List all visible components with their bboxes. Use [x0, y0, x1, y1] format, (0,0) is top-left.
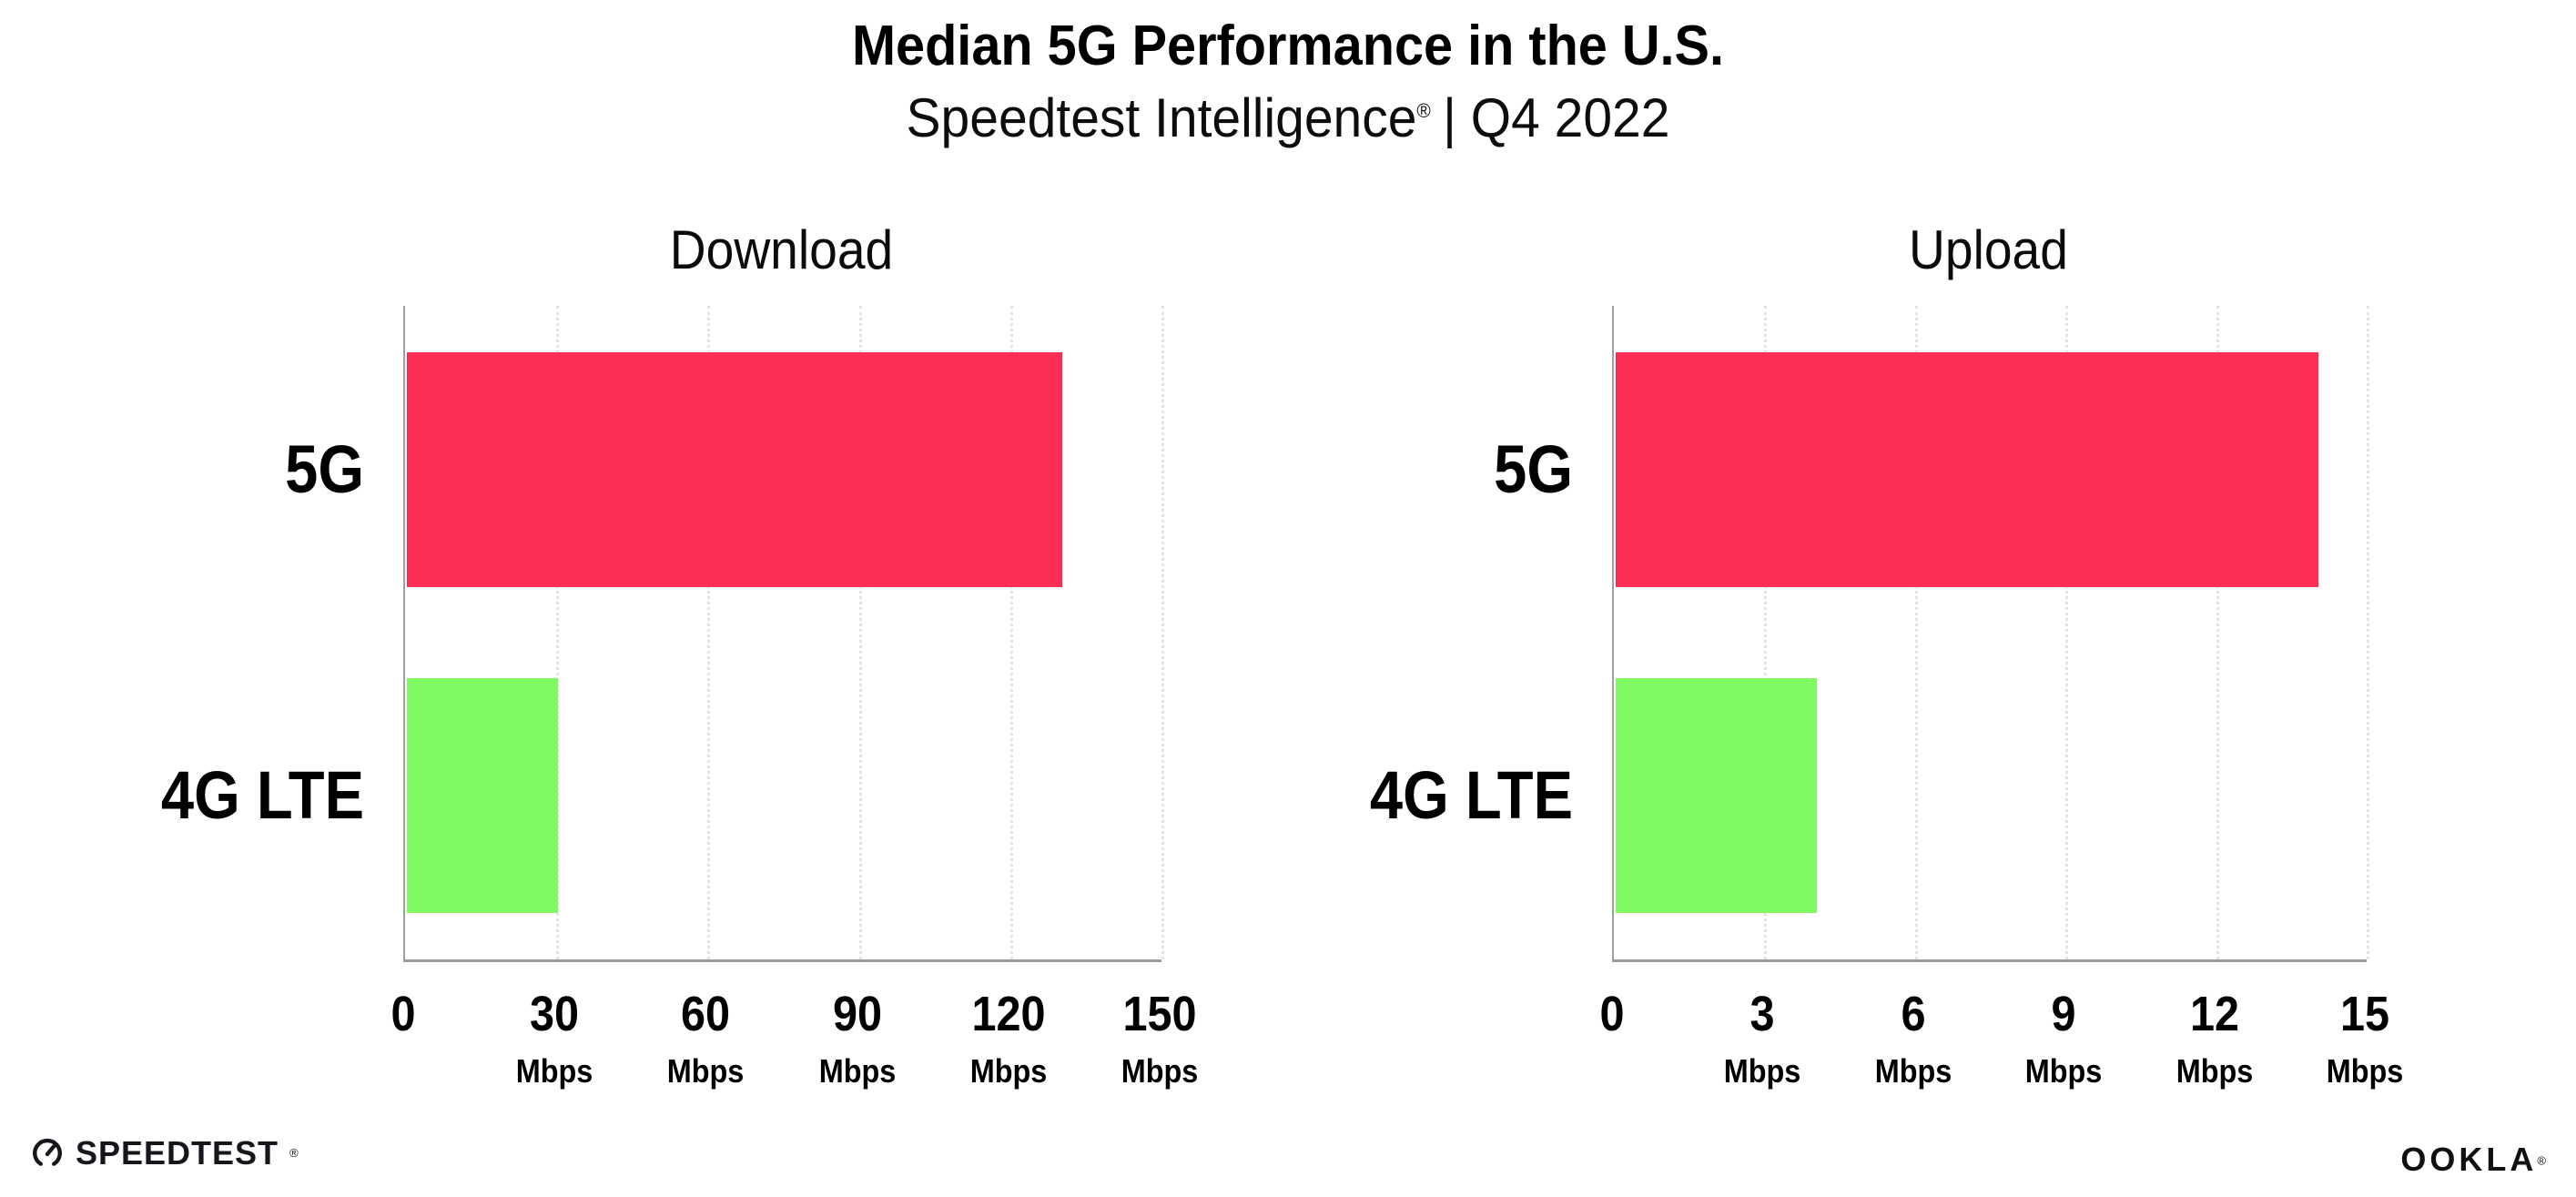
tick-unit: Mbps [1121, 1052, 1199, 1090]
axis-tick: 9 Mbps [2021, 962, 2106, 1090]
tick-unit: Mbps [1724, 1052, 1801, 1090]
tick-value: 9 [2051, 987, 2076, 1041]
gridline [2216, 306, 2219, 959]
axis-tick: 12 Mbps [2172, 962, 2257, 1090]
gridline [1161, 306, 1164, 959]
tick-unit: Mbps [1874, 1052, 1952, 1090]
download-category-label-4g-lte: 4G LTE [160, 757, 364, 833]
gridline [2065, 306, 2069, 959]
upload-chart: Upload 0 3 Mbps 6 Mbps 9 Mbps [1599, 218, 2403, 1138]
upload-plot-area [1612, 306, 2369, 962]
gridline [1914, 306, 1918, 959]
gridline [2367, 306, 2369, 959]
download-chart: Download 0 30 Mbps 60 Mbps 90 M [390, 218, 1198, 1138]
download-4g-lte-bar [407, 678, 559, 913]
ookla-logo: OOKLA® [2400, 1142, 2546, 1177]
tick-unit: Mbps [2024, 1052, 2103, 1090]
upload-5g-bar [1616, 352, 2318, 587]
tick-value: 0 [1599, 987, 1625, 1041]
gridline [1009, 306, 1013, 959]
upload-4g-lte-bar [1616, 678, 1817, 913]
axis-tick: 0 [390, 962, 417, 1040]
upload-chart-title: Upload [1909, 219, 2068, 280]
tick-unit: Mbps [2326, 1052, 2404, 1090]
tick-value: 6 [1901, 987, 1926, 1041]
subtitle: Speedtest Intelligence® | Q4 2022 [65, 86, 2512, 150]
page-title: Median 5G Performance in the U.S. [851, 15, 1725, 77]
download-plot-area [403, 306, 1164, 962]
gridline [556, 306, 560, 959]
gridline [858, 306, 862, 959]
gridline [1764, 306, 1768, 959]
tick-value: 60 [681, 987, 731, 1041]
axis-tick: 6 Mbps [1871, 962, 1956, 1090]
axis-tick: 150 Mbps [1117, 962, 1202, 1090]
subtitle-brand: Speedtest Intelligence [906, 87, 1417, 148]
axis-tick: 60 Mbps [663, 962, 748, 1090]
axis-tick: 30 Mbps [512, 962, 597, 1090]
download-5g-bar [407, 352, 1063, 587]
tick-unit: Mbps [2175, 1052, 2253, 1090]
axis-tick: 90 Mbps [815, 962, 900, 1090]
ookla-registered-mark: ® [2537, 1153, 2546, 1168]
tick-value: 150 [1122, 987, 1197, 1041]
speedtest-gauge-icon [33, 1138, 62, 1166]
tick-unit: Mbps [667, 1052, 745, 1090]
gridline [707, 306, 711, 959]
speedtest-wordmark: SPEEDTEST [76, 1134, 279, 1172]
axis-tick: 0 [1598, 962, 1626, 1040]
upload-category-label-4g-lte: 4G LTE [1369, 757, 1573, 833]
speedtest-logo: SPEEDTEST ® [30, 1136, 299, 1171]
tick-value: 15 [2339, 987, 2390, 1041]
subtitle-period: | Q4 2022 [1443, 87, 1670, 148]
tick-value: 30 [530, 987, 580, 1041]
axis-tick: 15 Mbps [2322, 962, 2408, 1090]
download-chart-title: Download [669, 219, 894, 280]
tick-unit: Mbps [515, 1052, 593, 1090]
upload-category-label-5g: 5G [1494, 431, 1573, 507]
download-category-label-5g: 5G [285, 431, 364, 507]
tick-value: 0 [390, 987, 416, 1041]
tick-value: 12 [2189, 987, 2239, 1041]
axis-tick: 120 Mbps [966, 962, 1051, 1090]
tick-value: 120 [971, 987, 1046, 1041]
tick-unit: Mbps [818, 1052, 896, 1090]
tick-unit: Mbps [969, 1052, 1048, 1090]
ookla-wordmark: OOKLA [2400, 1141, 2538, 1178]
tick-value: 3 [1749, 987, 1775, 1041]
axis-tick: 3 Mbps [1719, 962, 1805, 1090]
tick-value: 90 [832, 987, 882, 1041]
subtitle-registered-mark: ® [1416, 99, 1431, 122]
